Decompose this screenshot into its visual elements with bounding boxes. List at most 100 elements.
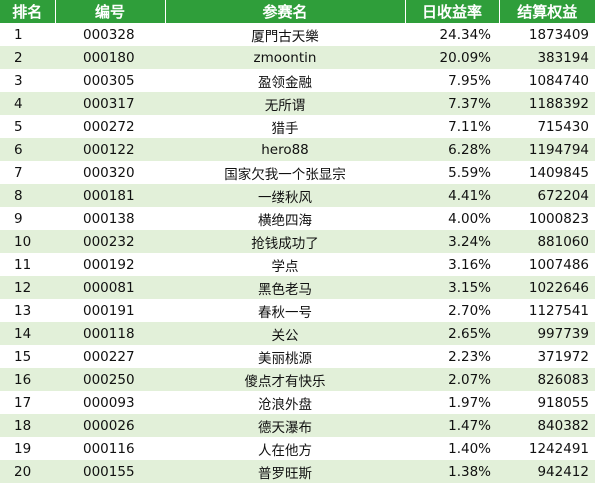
code-cell: 000272 (55, 115, 165, 138)
table-row: 4 000317 无所谓 7.37% 1188392 (0, 92, 595, 115)
daily-return-cell: 2.65% (405, 322, 499, 345)
code-cell: 000026 (55, 414, 165, 437)
name-cell: 人在他方 (165, 437, 405, 460)
settlement-equity-cell: 1188392 (499, 92, 595, 115)
daily-return-cell: 1.38% (405, 460, 499, 483)
table-row: 18 000026 德天瀑布 1.47% 840382 (0, 414, 595, 437)
settlement-equity-cell: 1242491 (499, 437, 595, 460)
settlement-equity-cell: 1194794 (499, 138, 595, 161)
code-cell: 000191 (55, 299, 165, 322)
code-cell: 000250 (55, 368, 165, 391)
table-header-row: 排名 编号 参赛名 日收益率 结算权益 (0, 0, 595, 23)
name-cell: zmoontin (165, 46, 405, 69)
code-cell: 000227 (55, 345, 165, 368)
table-row: 20 000155 普罗旺斯 1.38% 942412 (0, 460, 595, 483)
rank-cell: 18 (0, 414, 55, 437)
daily-return-cell: 2.23% (405, 345, 499, 368)
table-row: 16 000250 傻点才有快乐 2.07% 826083 (0, 368, 595, 391)
code-cell: 000305 (55, 69, 165, 92)
table-row: 8 000181 一缕秋风 4.41% 672204 (0, 184, 595, 207)
rank-cell: 10 (0, 230, 55, 253)
rank-cell: 2 (0, 46, 55, 69)
name-cell: hero88 (165, 138, 405, 161)
code-cell: 000116 (55, 437, 165, 460)
code-cell: 000320 (55, 161, 165, 184)
rank-cell: 13 (0, 299, 55, 322)
name-cell: 黑色老马 (165, 276, 405, 299)
table-row: 7 000320 国家欠我一个张显宗 5.59% 1409845 (0, 161, 595, 184)
code-cell: 000328 (55, 23, 165, 46)
settlement-equity-cell: 1007486 (499, 253, 595, 276)
code-cell: 000192 (55, 253, 165, 276)
daily-return-cell: 1.97% (405, 391, 499, 414)
header-code: 编号 (55, 0, 166, 23)
code-cell: 000093 (55, 391, 165, 414)
code-cell: 000122 (55, 138, 165, 161)
daily-return-cell: 4.00% (405, 207, 499, 230)
settlement-equity-cell: 918055 (499, 391, 595, 414)
settlement-equity-cell: 1022646 (499, 276, 595, 299)
rank-cell: 12 (0, 276, 55, 299)
settlement-equity-cell: 942412 (499, 460, 595, 483)
table-row: 13 000191 春秋一号 2.70% 1127541 (0, 299, 595, 322)
settlement-equity-cell: 1127541 (499, 299, 595, 322)
settlement-equity-cell: 715430 (499, 115, 595, 138)
table-row: 9 000138 横绝四海 4.00% 1000823 (0, 207, 595, 230)
daily-return-cell: 3.16% (405, 253, 499, 276)
settlement-equity-cell: 1084740 (499, 69, 595, 92)
rank-cell: 6 (0, 138, 55, 161)
rank-cell: 16 (0, 368, 55, 391)
settlement-equity-cell: 1000823 (499, 207, 595, 230)
settlement-equity-cell: 826083 (499, 368, 595, 391)
daily-return-cell: 7.37% (405, 92, 499, 115)
name-cell: 关公 (165, 322, 405, 345)
table-row: 1 000328 厦門古天樂 24.34% 1873409 (0, 23, 595, 46)
daily-return-cell: 7.95% (405, 69, 499, 92)
rank-cell: 9 (0, 207, 55, 230)
table-row: 11 000192 学点 3.16% 1007486 (0, 253, 595, 276)
table-row: 10 000232 抢钱成功了 3.24% 881060 (0, 230, 595, 253)
daily-return-cell: 5.59% (405, 161, 499, 184)
settlement-equity-cell: 371972 (499, 345, 595, 368)
rank-cell: 3 (0, 69, 55, 92)
rank-cell: 17 (0, 391, 55, 414)
daily-return-cell: 24.34% (405, 23, 499, 46)
rank-cell: 19 (0, 437, 55, 460)
code-cell: 000317 (55, 92, 165, 115)
header-name: 参赛名 (165, 0, 406, 23)
table-row: 2 000180 zmoontin 20.09% 383194 (0, 46, 595, 69)
name-cell: 德天瀑布 (165, 414, 405, 437)
header-rank: 排名 (0, 0, 56, 23)
name-cell: 沧浪外盘 (165, 391, 405, 414)
daily-return-cell: 3.24% (405, 230, 499, 253)
daily-return-cell: 1.40% (405, 437, 499, 460)
daily-return-cell: 1.47% (405, 414, 499, 437)
settlement-equity-cell: 672204 (499, 184, 595, 207)
settlement-equity-cell: 1409845 (499, 161, 595, 184)
settlement-equity-cell: 840382 (499, 414, 595, 437)
settlement-equity-cell: 997739 (499, 322, 595, 345)
table-row: 14 000118 关公 2.65% 997739 (0, 322, 595, 345)
rank-cell: 14 (0, 322, 55, 345)
daily-return-cell: 2.70% (405, 299, 499, 322)
table-row: 6 000122 hero88 6.28% 1194794 (0, 138, 595, 161)
name-cell: 厦門古天樂 (165, 23, 405, 46)
name-cell: 学点 (165, 253, 405, 276)
name-cell: 普罗旺斯 (165, 460, 405, 483)
code-cell: 000232 (55, 230, 165, 253)
settlement-equity-cell: 881060 (499, 230, 595, 253)
code-cell: 000155 (55, 460, 165, 483)
name-cell: 无所谓 (165, 92, 405, 115)
code-cell: 000138 (55, 207, 165, 230)
code-cell: 000181 (55, 184, 165, 207)
table-body: 1 000328 厦門古天樂 24.34% 1873409 2 000180 zmoontin… (0, 23, 595, 483)
name-cell: 国家欠我一个张显宗 (165, 161, 405, 184)
daily-return-cell: 20.09% (405, 46, 499, 69)
rank-cell: 20 (0, 460, 55, 483)
name-cell: 盈领金融 (165, 69, 405, 92)
rank-cell: 8 (0, 184, 55, 207)
code-cell: 000180 (55, 46, 165, 69)
name-cell: 美丽桃源 (165, 345, 405, 368)
header-settlement-equity: 结算权益 (499, 0, 595, 23)
